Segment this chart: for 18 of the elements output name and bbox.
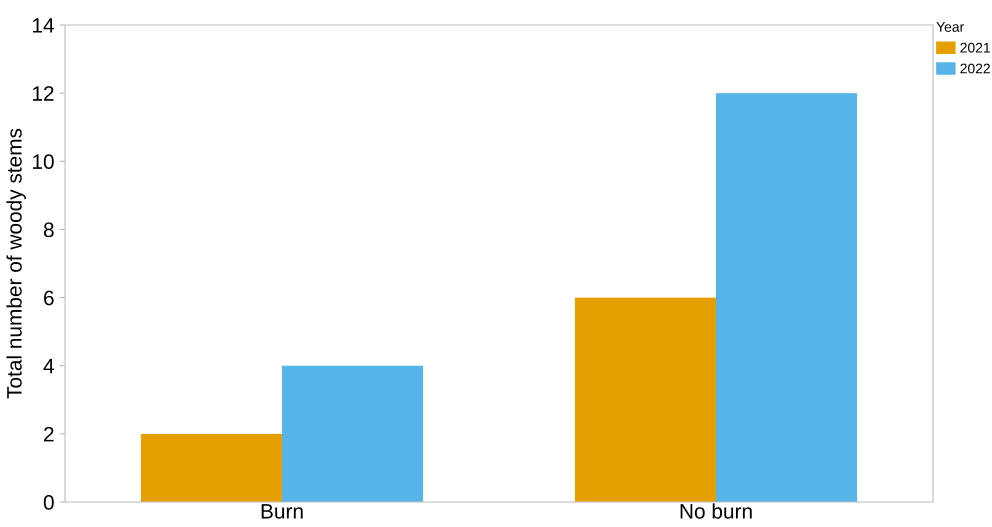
legend-title: Year [936,22,964,32]
bar [140,434,282,502]
bar [282,366,424,502]
y-tick-label: 8 [44,222,54,238]
legend-label: 2022 [960,64,990,74]
y-tick-label: 4 [43,358,54,374]
bar [574,298,716,502]
x-tick-label: No burn [680,503,752,519]
y-tick-label: 6 [44,290,54,306]
y-tick-label: 10 [33,154,54,170]
y-axis-title: Total number of woody stems [6,128,26,398]
y-tick-label: 0 [44,495,54,510]
y-tick-label: 12 [33,86,54,101]
legend-label: 2021 [960,42,990,53]
bar [716,93,858,502]
y-tick-label: 14 [33,18,54,33]
y-tick-label: 2 [44,426,54,442]
x-tick-label: Burn [262,504,303,519]
